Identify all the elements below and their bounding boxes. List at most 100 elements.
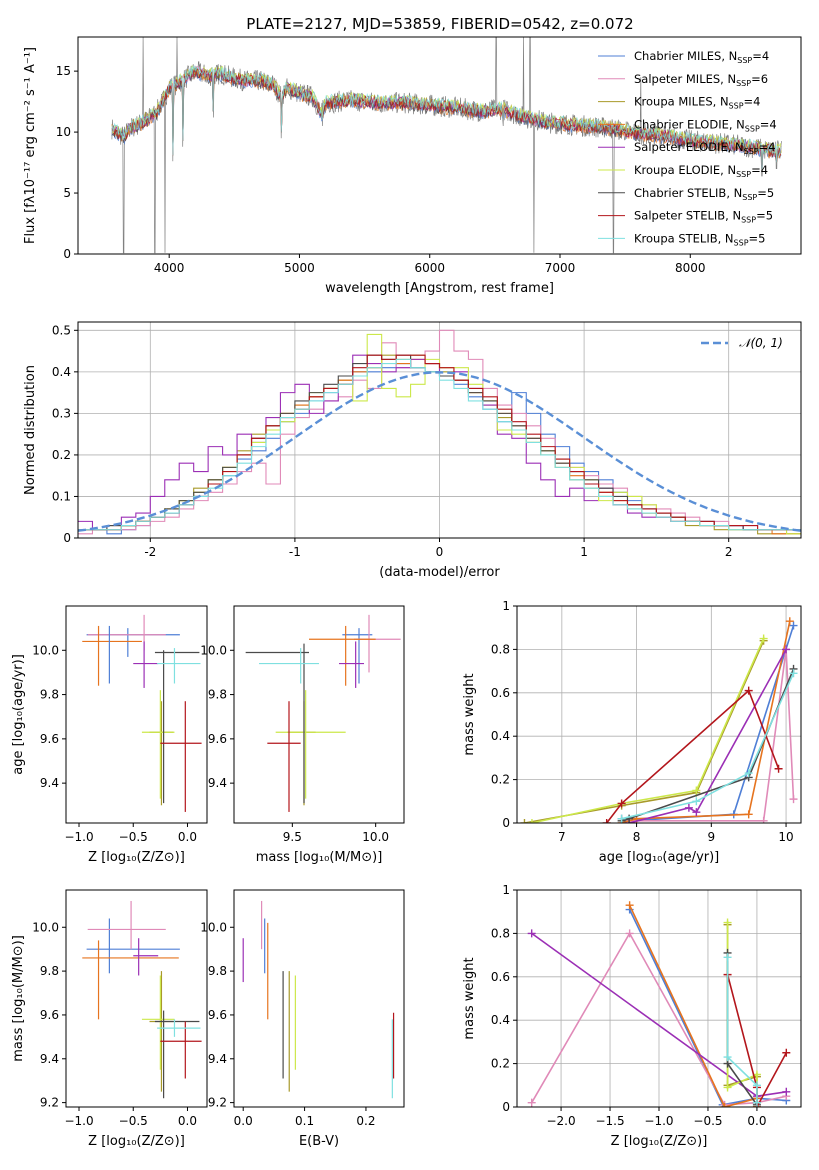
x-tick-label: −0.5 <box>693 1114 722 1128</box>
data-point-marker <box>617 799 626 808</box>
y-tick-label: 9.4 <box>208 776 227 790</box>
legend-entry: Kroupa MILES, NSSP=4 <box>634 95 760 111</box>
x-tick-label: 1 <box>580 545 588 559</box>
y-tick-label: 0 <box>502 1100 510 1114</box>
legend-text: Chabrier MILES, N <box>634 49 737 63</box>
y-tick-label: 10.0 <box>200 920 227 934</box>
legend-subscript: SSP <box>741 216 756 225</box>
x-tick-label: -1 <box>289 545 301 559</box>
y-tick-label: 0.6 <box>491 970 510 984</box>
plot-area <box>242 900 395 1099</box>
axes-frame <box>516 605 802 824</box>
mass-weight-line <box>524 640 765 823</box>
model-spectrum-line <box>111 65 782 170</box>
x-tick-label: 6000 <box>414 261 445 275</box>
data-point-marker <box>723 918 732 927</box>
data-point-marker <box>625 929 634 938</box>
data-point-marker <box>752 1098 761 1107</box>
x-tick-label: 7 <box>558 830 566 844</box>
y-tick-label: 9.6 <box>208 732 227 746</box>
x-axis-label: (data-model)/error <box>379 565 500 580</box>
data-point-marker <box>520 819 529 823</box>
y-tick-label: 10.0 <box>32 920 59 934</box>
x-tick-label: 0.0 <box>178 1114 197 1128</box>
legend-entry: Kroupa ELODIE, NSSP=4 <box>634 163 768 179</box>
data-point-marker <box>782 1087 791 1096</box>
x-tick-label: 9 <box>707 830 715 844</box>
y-axis-label: age [log₁₀(age/yr)] <box>11 654 26 775</box>
x-tick-label: −2.0 <box>546 1114 575 1128</box>
data-point-marker <box>527 929 536 938</box>
legend-entry: Chabrier STELIB, NSSP=5 <box>634 186 774 202</box>
y-tick-label: 9.4 <box>40 1052 59 1066</box>
y-tick-label: 0 <box>63 531 71 545</box>
legend-subscript: SSP <box>737 56 752 65</box>
legend-suffix: =6 <box>751 72 768 86</box>
data-point-marker <box>759 816 768 823</box>
data-point-marker <box>723 1083 732 1092</box>
x-tick-label: 0.1 <box>295 1114 314 1128</box>
y-tick-label: 0 <box>63 247 71 261</box>
figure-title: PLATE=2127, MJD=53859, FIBERID=0542, z=0… <box>246 15 633 33</box>
x-tick-label: 8000 <box>675 261 706 275</box>
legend-suffix: =5 <box>757 186 774 200</box>
y-tick-label: 9.6 <box>208 1008 227 1022</box>
data-point-marker <box>785 617 794 626</box>
x-tick-label: −0.5 <box>119 830 148 844</box>
data-point-marker <box>617 814 626 823</box>
x-tick-label: −1.5 <box>595 1114 624 1128</box>
plot-area <box>520 617 798 823</box>
data-point-marker <box>744 810 753 819</box>
x-tick-label: 0.2 <box>356 1114 375 1128</box>
gaussian-reference-line <box>78 371 801 532</box>
legend-suffix: =5 <box>756 209 773 223</box>
x-tick-label: 0 <box>436 545 444 559</box>
data-point-marker <box>625 901 634 910</box>
y-tick-label: 10.0 <box>200 643 227 657</box>
model-spectrum-line <box>111 67 782 170</box>
mass-weight-line <box>606 689 780 823</box>
legend-subscript: SSP <box>742 193 757 202</box>
y-axis-label: mass weight <box>462 673 477 755</box>
y-tick-label: 9.6 <box>40 732 59 746</box>
y-tick-label: 0.8 <box>491 926 510 940</box>
plot-area <box>245 614 401 812</box>
mass-weight-line <box>628 649 787 823</box>
x-tick-label: 5000 <box>284 261 315 275</box>
x-axis-label: age [log₁₀(age/yr)] <box>599 850 720 865</box>
legend-suffix: =4 <box>744 95 761 109</box>
y-tick-label: 1 <box>502 599 510 613</box>
data-point-marker <box>752 1081 761 1090</box>
legend-suffix: =4 <box>751 163 768 177</box>
panel-mass_vs_Z: −1.0 −0.5 0.0 9.2 9.4 9.6 9.8 10.0 Z [log₁₀(Z/Z⊙… <box>11 889 208 1149</box>
x-tick-label: 0.0 <box>747 1114 766 1128</box>
x-tick-label: −1.0 <box>64 830 93 844</box>
legend-text: Salpeter STELIB, N <box>634 209 741 223</box>
y-tick-label: 0.4 <box>52 365 71 379</box>
mass-weight-line <box>531 638 765 823</box>
data-point-marker <box>744 769 753 778</box>
plot-area <box>82 900 202 1099</box>
y-tick-label: 9.8 <box>208 688 227 702</box>
y-tick-label: 0.1 <box>52 489 71 503</box>
data-point-marker <box>789 795 798 804</box>
legend-text: Salpeter MILES, N <box>634 72 736 86</box>
y-tick-label: 9.2 <box>40 1096 59 1110</box>
y-axis-label: Normed distribution <box>23 365 38 495</box>
axes-frame <box>65 889 208 1108</box>
data-point-marker <box>744 686 753 695</box>
legend-text: Chabrier ELODIE, N <box>634 117 745 131</box>
y-tick-label: 0.2 <box>491 773 510 787</box>
data-point-marker <box>720 1103 729 1107</box>
plot-area <box>527 901 791 1107</box>
plot-area <box>78 329 801 535</box>
axes-frame <box>233 889 405 1108</box>
y-tick-label: 9.2 <box>208 1096 227 1110</box>
data-point-marker <box>723 953 732 962</box>
axes-frame <box>77 321 802 539</box>
mass-weight-line <box>726 924 758 1107</box>
legend-suffix: =5 <box>749 231 766 245</box>
data-point-marker <box>774 764 783 773</box>
x-axis-label: E(B-V) <box>299 1134 339 1149</box>
data-point-marker <box>602 819 611 823</box>
